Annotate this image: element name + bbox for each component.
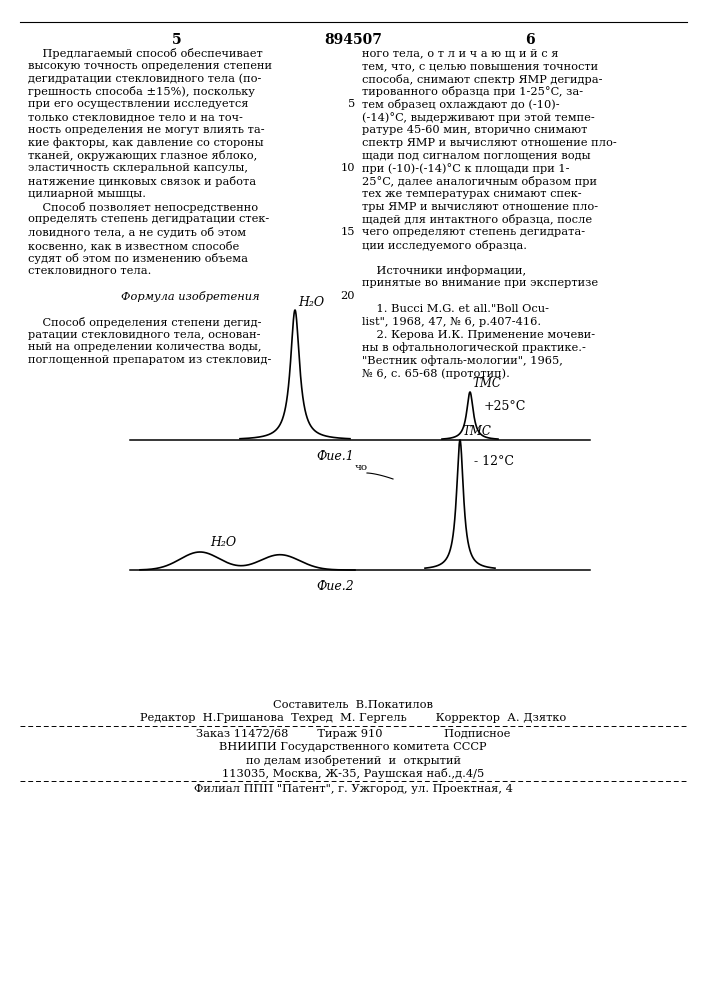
Text: list", 1968, 47, № 6, p.407-416.: list", 1968, 47, № 6, p.407-416. xyxy=(362,317,541,327)
Text: ратации стекловидного тела, основан-: ратации стекловидного тела, основан- xyxy=(28,330,260,340)
Text: Формула изобретения: Формула изобретения xyxy=(121,291,259,302)
Text: 5: 5 xyxy=(348,99,355,109)
Text: натяжение цинковых связок и работа: натяжение цинковых связок и работа xyxy=(28,176,256,187)
Text: 10: 10 xyxy=(341,163,355,173)
Text: при его осуществлении исследуется: при его осуществлении исследуется xyxy=(28,99,248,109)
Text: 113035, Москва, Ж-35, Раушская наб.,д.4/5: 113035, Москва, Ж-35, Раушская наб.,д.4/… xyxy=(222,768,484,779)
Text: ного тела, о т л и ч а ю щ и й с я: ного тела, о т л и ч а ю щ и й с я xyxy=(362,48,559,58)
Text: Фue.1: Фue.1 xyxy=(316,450,354,463)
Text: только стекловидное тело и на точ-: только стекловидное тело и на точ- xyxy=(28,112,243,122)
Text: 6: 6 xyxy=(525,33,534,47)
Text: стекловидного тела.: стекловидного тела. xyxy=(28,266,151,276)
Text: способа, снимают спектр ЯМР дегидра-: способа, снимают спектр ЯМР дегидра- xyxy=(362,74,602,85)
Text: грешность способа ±15%), поскольку: грешность способа ±15%), поскольку xyxy=(28,86,255,97)
Text: ность определения не могут влиять та-: ность определения не могут влиять та- xyxy=(28,125,264,135)
Text: эластичность склеральной капсулы,: эластичность склеральной капсулы, xyxy=(28,163,248,173)
Text: спектр ЯМР и вычисляют отношение пло-: спектр ЯМР и вычисляют отношение пло- xyxy=(362,138,617,148)
Text: 20: 20 xyxy=(341,291,355,301)
Text: ВНИИПИ Государственного комитета СССР: ВНИИПИ Государственного комитета СССР xyxy=(219,742,486,752)
Text: Редактор  Н.Гришанова  Техред  М. Гергель        Корректор  А. Дзятко: Редактор Н.Гришанова Техред М. Гергель К… xyxy=(140,713,566,723)
Text: H₂O: H₂O xyxy=(298,296,324,309)
Text: дегидратации стекловидного тела (по-: дегидратации стекловидного тела (по- xyxy=(28,74,262,84)
Text: щади под сигналом поглощения воды: щади под сигналом поглощения воды xyxy=(362,150,590,160)
Text: Способ определения степени дегид-: Способ определения степени дегид- xyxy=(28,317,262,328)
Text: косвенно, как в известном способе: косвенно, как в известном способе xyxy=(28,240,239,251)
Text: ции исследуемого образца.: ции исследуемого образца. xyxy=(362,240,527,251)
Text: Фue.2: Фue.2 xyxy=(316,580,354,593)
Text: ны в офтальнологической практике.-: ны в офтальнологической практике.- xyxy=(362,342,586,353)
Text: 894507: 894507 xyxy=(324,33,382,47)
Text: ный на определении количества воды,: ный на определении количества воды, xyxy=(28,342,262,352)
Text: 5: 5 xyxy=(173,33,182,47)
Text: H₂O: H₂O xyxy=(210,536,236,549)
Text: цилиарной мышцы.: цилиарной мышцы. xyxy=(28,189,146,199)
Text: Составитель  В.Покатилов: Составитель В.Покатилов xyxy=(273,700,433,710)
Text: принятые во внимание при экспертизе: принятые во внимание при экспертизе xyxy=(362,278,598,288)
Text: тем образец охлаждают до (-10)-: тем образец охлаждают до (-10)- xyxy=(362,99,560,110)
Text: ловидного тела, а не судить об этом: ловидного тела, а не судить об этом xyxy=(28,227,246,238)
Text: 25°C, далее аналогичным образом при: 25°C, далее аналогичным образом при xyxy=(362,176,597,187)
Text: (-14)°C, выдерживают при этой темпе-: (-14)°C, выдерживают при этой темпе- xyxy=(362,112,595,123)
Text: - 12°C: - 12°C xyxy=(474,455,514,468)
Text: тканей, окружающих глазное яблоко,: тканей, окружающих глазное яблоко, xyxy=(28,150,257,161)
Text: +25°C: +25°C xyxy=(484,400,527,413)
Text: при (-10)-(-14)°C к площади при 1-: при (-10)-(-14)°C к площади при 1- xyxy=(362,163,570,174)
Text: TMC: TMC xyxy=(472,377,501,390)
Text: поглощенной препаратом из стекловид-: поглощенной препаратом из стекловид- xyxy=(28,355,271,365)
Text: Предлагаемый способ обеспечивает: Предлагаемый способ обеспечивает xyxy=(28,48,263,59)
Text: Заказ 11472/68        Тираж 910                 Подписное: Заказ 11472/68 Тираж 910 Подписное xyxy=(196,729,510,739)
Text: чо: чо xyxy=(355,464,368,473)
Text: Филиал ППП "Патент", г. Ужгород, ул. Проектная, 4: Филиал ППП "Патент", г. Ужгород, ул. Про… xyxy=(194,784,513,794)
Text: 1. Bucci M.G. et all."Boll Ocu-: 1. Bucci M.G. et all."Boll Ocu- xyxy=(362,304,549,314)
Text: тех же температурах снимают спек-: тех же температурах снимают спек- xyxy=(362,189,582,199)
Text: высокую точность определения степени: высокую точность определения степени xyxy=(28,61,272,71)
Text: чего определяют степень дегидрата-: чего определяют степень дегидрата- xyxy=(362,227,585,237)
Text: по делам изобретений  и  открытий: по делам изобретений и открытий xyxy=(245,755,460,766)
Text: судят об этом по изменению объема: судят об этом по изменению объема xyxy=(28,253,248,264)
Text: "Вестник офталь-мологии", 1965,: "Вестник офталь-мологии", 1965, xyxy=(362,355,563,366)
Text: тированного образца при 1-25°C, за-: тированного образца при 1-25°C, за- xyxy=(362,86,583,97)
Text: Способ позволяет непосредственно: Способ позволяет непосредственно xyxy=(28,202,258,213)
Text: определять степень дегидратации стек-: определять степень дегидратации стек- xyxy=(28,214,269,224)
Text: кие факторы, как давление со стороны: кие факторы, как давление со стороны xyxy=(28,138,264,148)
Text: 15: 15 xyxy=(341,227,355,237)
Text: Источники информации,: Источники информации, xyxy=(362,266,526,276)
Text: тем, что, с целью повышения точности: тем, что, с целью повышения точности xyxy=(362,61,598,71)
Text: щадей для интактного образца, после: щадей для интактного образца, после xyxy=(362,214,592,225)
Text: 2. Керова И.К. Применение мочеви-: 2. Керова И.К. Применение мочеви- xyxy=(362,330,595,340)
Text: № 6, с. 65-68 (прототип).: № 6, с. 65-68 (прототип). xyxy=(362,368,510,379)
Text: TMC: TMC xyxy=(462,425,491,438)
Text: тры ЯМР и вычисляют отношение пло-: тры ЯМР и вычисляют отношение пло- xyxy=(362,202,598,212)
Text: ратуре 45-60 мин, вторично снимают: ратуре 45-60 мин, вторично снимают xyxy=(362,125,588,135)
